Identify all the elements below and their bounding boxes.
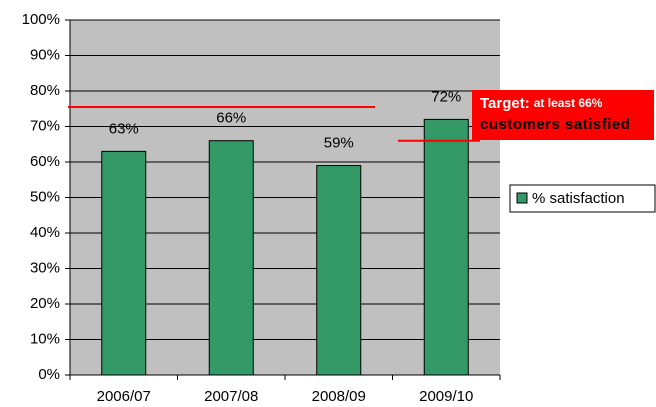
y-tick-label: 20% xyxy=(30,295,60,312)
x-tick-label: 2006/07 xyxy=(97,388,151,405)
bar xyxy=(423,118,469,376)
value-label: 66% xyxy=(216,110,246,127)
y-tick-label: 0% xyxy=(38,366,60,383)
annotation-line: customers satisfied xyxy=(480,116,630,133)
y-tick-label: 50% xyxy=(30,188,60,205)
y-tick-label: 30% xyxy=(30,259,60,276)
x-tick-label: 2008/09 xyxy=(312,388,366,405)
legend-box xyxy=(509,184,656,213)
bar xyxy=(316,165,362,376)
value-label: 72% xyxy=(431,88,461,105)
y-tick-label: 100% xyxy=(22,11,60,28)
annotation-text: Target: at least 66% xyxy=(480,95,603,112)
y-tick-label: 80% xyxy=(30,82,60,99)
y-tick-label: 70% xyxy=(30,117,60,134)
y-tick-label: 40% xyxy=(30,224,60,241)
x-tick-label: 2009/10 xyxy=(419,388,473,405)
annotation-box xyxy=(472,90,654,140)
annotation-title: Target: xyxy=(480,95,530,112)
legend-swatch xyxy=(516,192,528,204)
value-label: 63% xyxy=(109,120,139,137)
bar xyxy=(101,150,147,376)
value-label: 59% xyxy=(324,135,354,152)
y-tick-label: 10% xyxy=(30,330,60,347)
y-tick-label: 60% xyxy=(30,153,60,170)
bar xyxy=(208,140,254,376)
legend-label: % satisfaction xyxy=(532,190,625,207)
y-tick-label: 90% xyxy=(30,46,60,63)
annotation-line: at least 66% xyxy=(534,96,603,110)
x-tick-label: 2007/08 xyxy=(204,388,258,405)
